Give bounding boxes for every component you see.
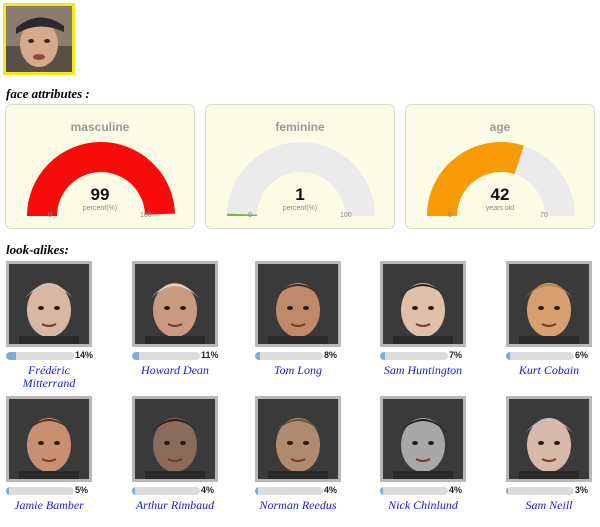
similarity-bar-fill [132,352,140,360]
look-alike-name-link[interactable]: Arthur Rimbaud [135,498,215,512]
similarity-percent: 4% [324,485,338,495]
look-alike-face-image [135,399,215,479]
similarity-bar [380,352,448,360]
masculine-gauge [27,142,175,217]
gauge-track [227,142,375,217]
look-alike-face-image [383,399,463,479]
similarity-percent: 4% [201,485,215,495]
similarity-bar-fill [506,487,509,495]
gauge-min-label: 0 [248,212,252,219]
gauge-unit: years old [485,205,515,212]
look-alike-photo[interactable] [255,261,341,347]
gauge-title: feminine [275,120,325,134]
look-alike-face-image [258,264,338,344]
look-alike-name-link[interactable]: Frédéric Mitterrand [22,363,76,390]
look-alike-photo[interactable] [506,261,592,347]
similarity-bar-fill [6,487,10,495]
similarity-percent: 5% [75,485,89,495]
gauge-value: 42 [490,185,510,204]
gauge-unit: percent(%) [82,205,118,212]
similarity-bar [132,487,200,495]
similarity-bar [6,487,74,495]
look-alikes-heading: look-alikes: [6,242,69,257]
similarity-percent: 14% [75,350,94,360]
look-alike-face-image [509,264,589,344]
look-alike-photo[interactable] [380,396,466,482]
gauge-min-label: 0 [448,212,452,219]
similarity-bar-fill [132,487,135,495]
similarity-bar [132,352,200,360]
gauge-title: age [489,120,511,134]
look-alike-name-link[interactable]: Sam Neill [525,498,573,512]
look-alike-photo[interactable] [132,261,218,347]
gauge-fill [27,142,175,217]
feminine-gauge [227,142,375,217]
look-alike-face-image [258,399,338,479]
gauge-max-label: 70 [540,212,548,219]
gauge-value: 1 [295,185,305,204]
similarity-bar [255,352,323,360]
similarity-percent: 8% [324,350,338,360]
age-gauge [427,142,575,217]
look-alike-face-image [135,264,215,344]
look-alike-face-image [9,264,89,344]
similarity-bar [6,352,74,360]
similarity-bar [506,487,574,495]
similarity-bar-fill [6,352,16,360]
look-alike-photo[interactable] [506,396,592,482]
similarity-bar-fill [380,352,385,360]
gauge-min-label: 0 [48,212,52,219]
look-alike-name-link[interactable]: Jamie Bamber [14,498,84,512]
look-alike-photo[interactable] [6,261,92,347]
look-alike-name-link[interactable]: Howard Dean [141,363,209,377]
look-alike-name-link[interactable]: Tom Long [274,363,322,377]
similarity-percent: 4% [449,485,463,495]
gauge-title: masculine [70,120,130,134]
similarity-bar-fill [255,352,261,360]
similarity-bar-fill [506,352,511,360]
look-alike-photo[interactable] [6,396,92,482]
gauge-unit: percent(%) [282,205,318,212]
look-alike-photo[interactable] [380,261,466,347]
uploaded-face-image [6,6,72,72]
similarity-percent: 7% [449,350,463,360]
uploaded-face-photo [3,3,75,75]
look-alike-photo[interactable] [132,396,218,482]
feminine-gauge-panel: feminine 1 percent(%) 0 100 [205,104,395,229]
look-alike-face-image [383,264,463,344]
gauge-max-label: 100 [340,212,352,219]
similarity-percent: 6% [575,350,589,360]
similarity-bar [380,487,448,495]
look-alike-name-link[interactable]: Sam Huntington [383,363,463,377]
similarity-bar [506,352,574,360]
similarity-percent: 11% [201,350,219,360]
similarity-bar [255,487,323,495]
face-attributes-heading: face attributes : [6,86,90,101]
similarity-percent: 3% [575,485,589,495]
look-alike-name-link[interactable]: Kurt Cobain [518,363,580,377]
look-alike-face-image [9,399,89,479]
gauge-fill [427,142,524,217]
look-alike-name-link[interactable]: Norman Reedus [259,498,337,512]
age-gauge-panel: age 42 years old 0 70 [405,104,595,229]
look-alike-photo[interactable] [255,396,341,482]
look-alike-name-link[interactable]: Nick Chinlund [388,498,458,512]
gauge-value: 99 [90,185,110,204]
look-alike-face-image [509,399,589,479]
similarity-bar-fill [380,487,383,495]
masculine-gauge-panel: masculine 99 percent(%) 0 100 [5,104,195,229]
gauge-max-label: 100 [140,212,152,219]
similarity-bar-fill [255,487,258,495]
